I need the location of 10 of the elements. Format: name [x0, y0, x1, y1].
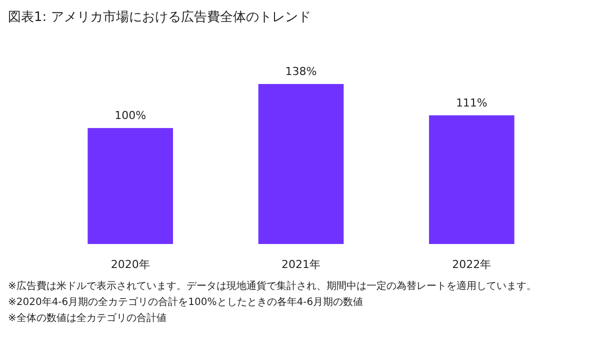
text: ※広告費は米ドルで表示されています。データは現地通貨で集計され、期間中は一定の為替レートを適用しています。 — [8, 280, 536, 292]
data-label: 100% — [114, 109, 146, 122]
x-tick-label: 2020年 — [110, 258, 150, 271]
x-tick-label: 2022年 — [452, 258, 492, 271]
text: ※全体の数値は全カテゴリの合計値 — [8, 312, 166, 324]
data-label: 111% — [456, 96, 488, 110]
x-tick-label: 2021年 — [282, 258, 320, 271]
text: ※2020年4-6月期の全カテゴリの合計を100%としたときの各年4-6月期の数値 — [8, 296, 364, 308]
chart-title: 図表1: アメリカ市場における広告費全体のトレンド — [8, 9, 311, 25]
data-label: 138% — [285, 65, 317, 78]
